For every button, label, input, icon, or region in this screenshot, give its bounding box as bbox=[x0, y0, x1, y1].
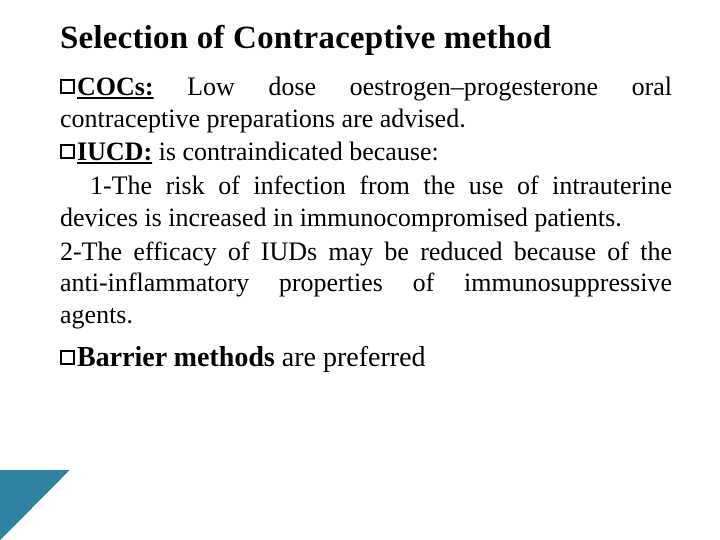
square-bullet-icon bbox=[60, 79, 75, 94]
barrier-paragraph: Barrier methods are preferred bbox=[60, 341, 672, 375]
iucd-heading: IUCD: is contraindicated because: bbox=[60, 136, 672, 168]
cocs-label: COCs: bbox=[77, 72, 154, 101]
barrier-rest: are preferred bbox=[275, 342, 426, 373]
square-bullet-icon bbox=[60, 350, 75, 365]
barrier-mid: methods bbox=[174, 342, 275, 373]
reason2-text: The efficacy of IUDs may be reduced beca… bbox=[60, 237, 672, 329]
reason-2: 2-The efficacy of IUDs may be reduced be… bbox=[60, 236, 672, 331]
cocs-paragraph: COCs: Low dose oestrogen–progesterone or… bbox=[60, 71, 672, 134]
slide-title: Selection of Contraceptive method bbox=[60, 20, 672, 57]
barrier-label: Barrier bbox=[77, 342, 174, 373]
corner-accent bbox=[0, 470, 70, 540]
slide-body: COCs: Low dose oestrogen–progesterone or… bbox=[60, 71, 672, 375]
reason2-prefix: 2- bbox=[60, 237, 82, 266]
reason-1: 1-The risk of infection from the use of … bbox=[60, 170, 672, 233]
iucd-label: IUCD: bbox=[77, 137, 152, 166]
iucd-text: is contraindicated because: bbox=[152, 137, 439, 166]
reason1-prefix: 1- bbox=[90, 171, 112, 200]
reason1-text: The risk of infection from the use of in… bbox=[60, 171, 672, 232]
square-bullet-icon bbox=[60, 144, 75, 159]
slide-content: Selection of Contraceptive method COCs: … bbox=[0, 0, 720, 375]
